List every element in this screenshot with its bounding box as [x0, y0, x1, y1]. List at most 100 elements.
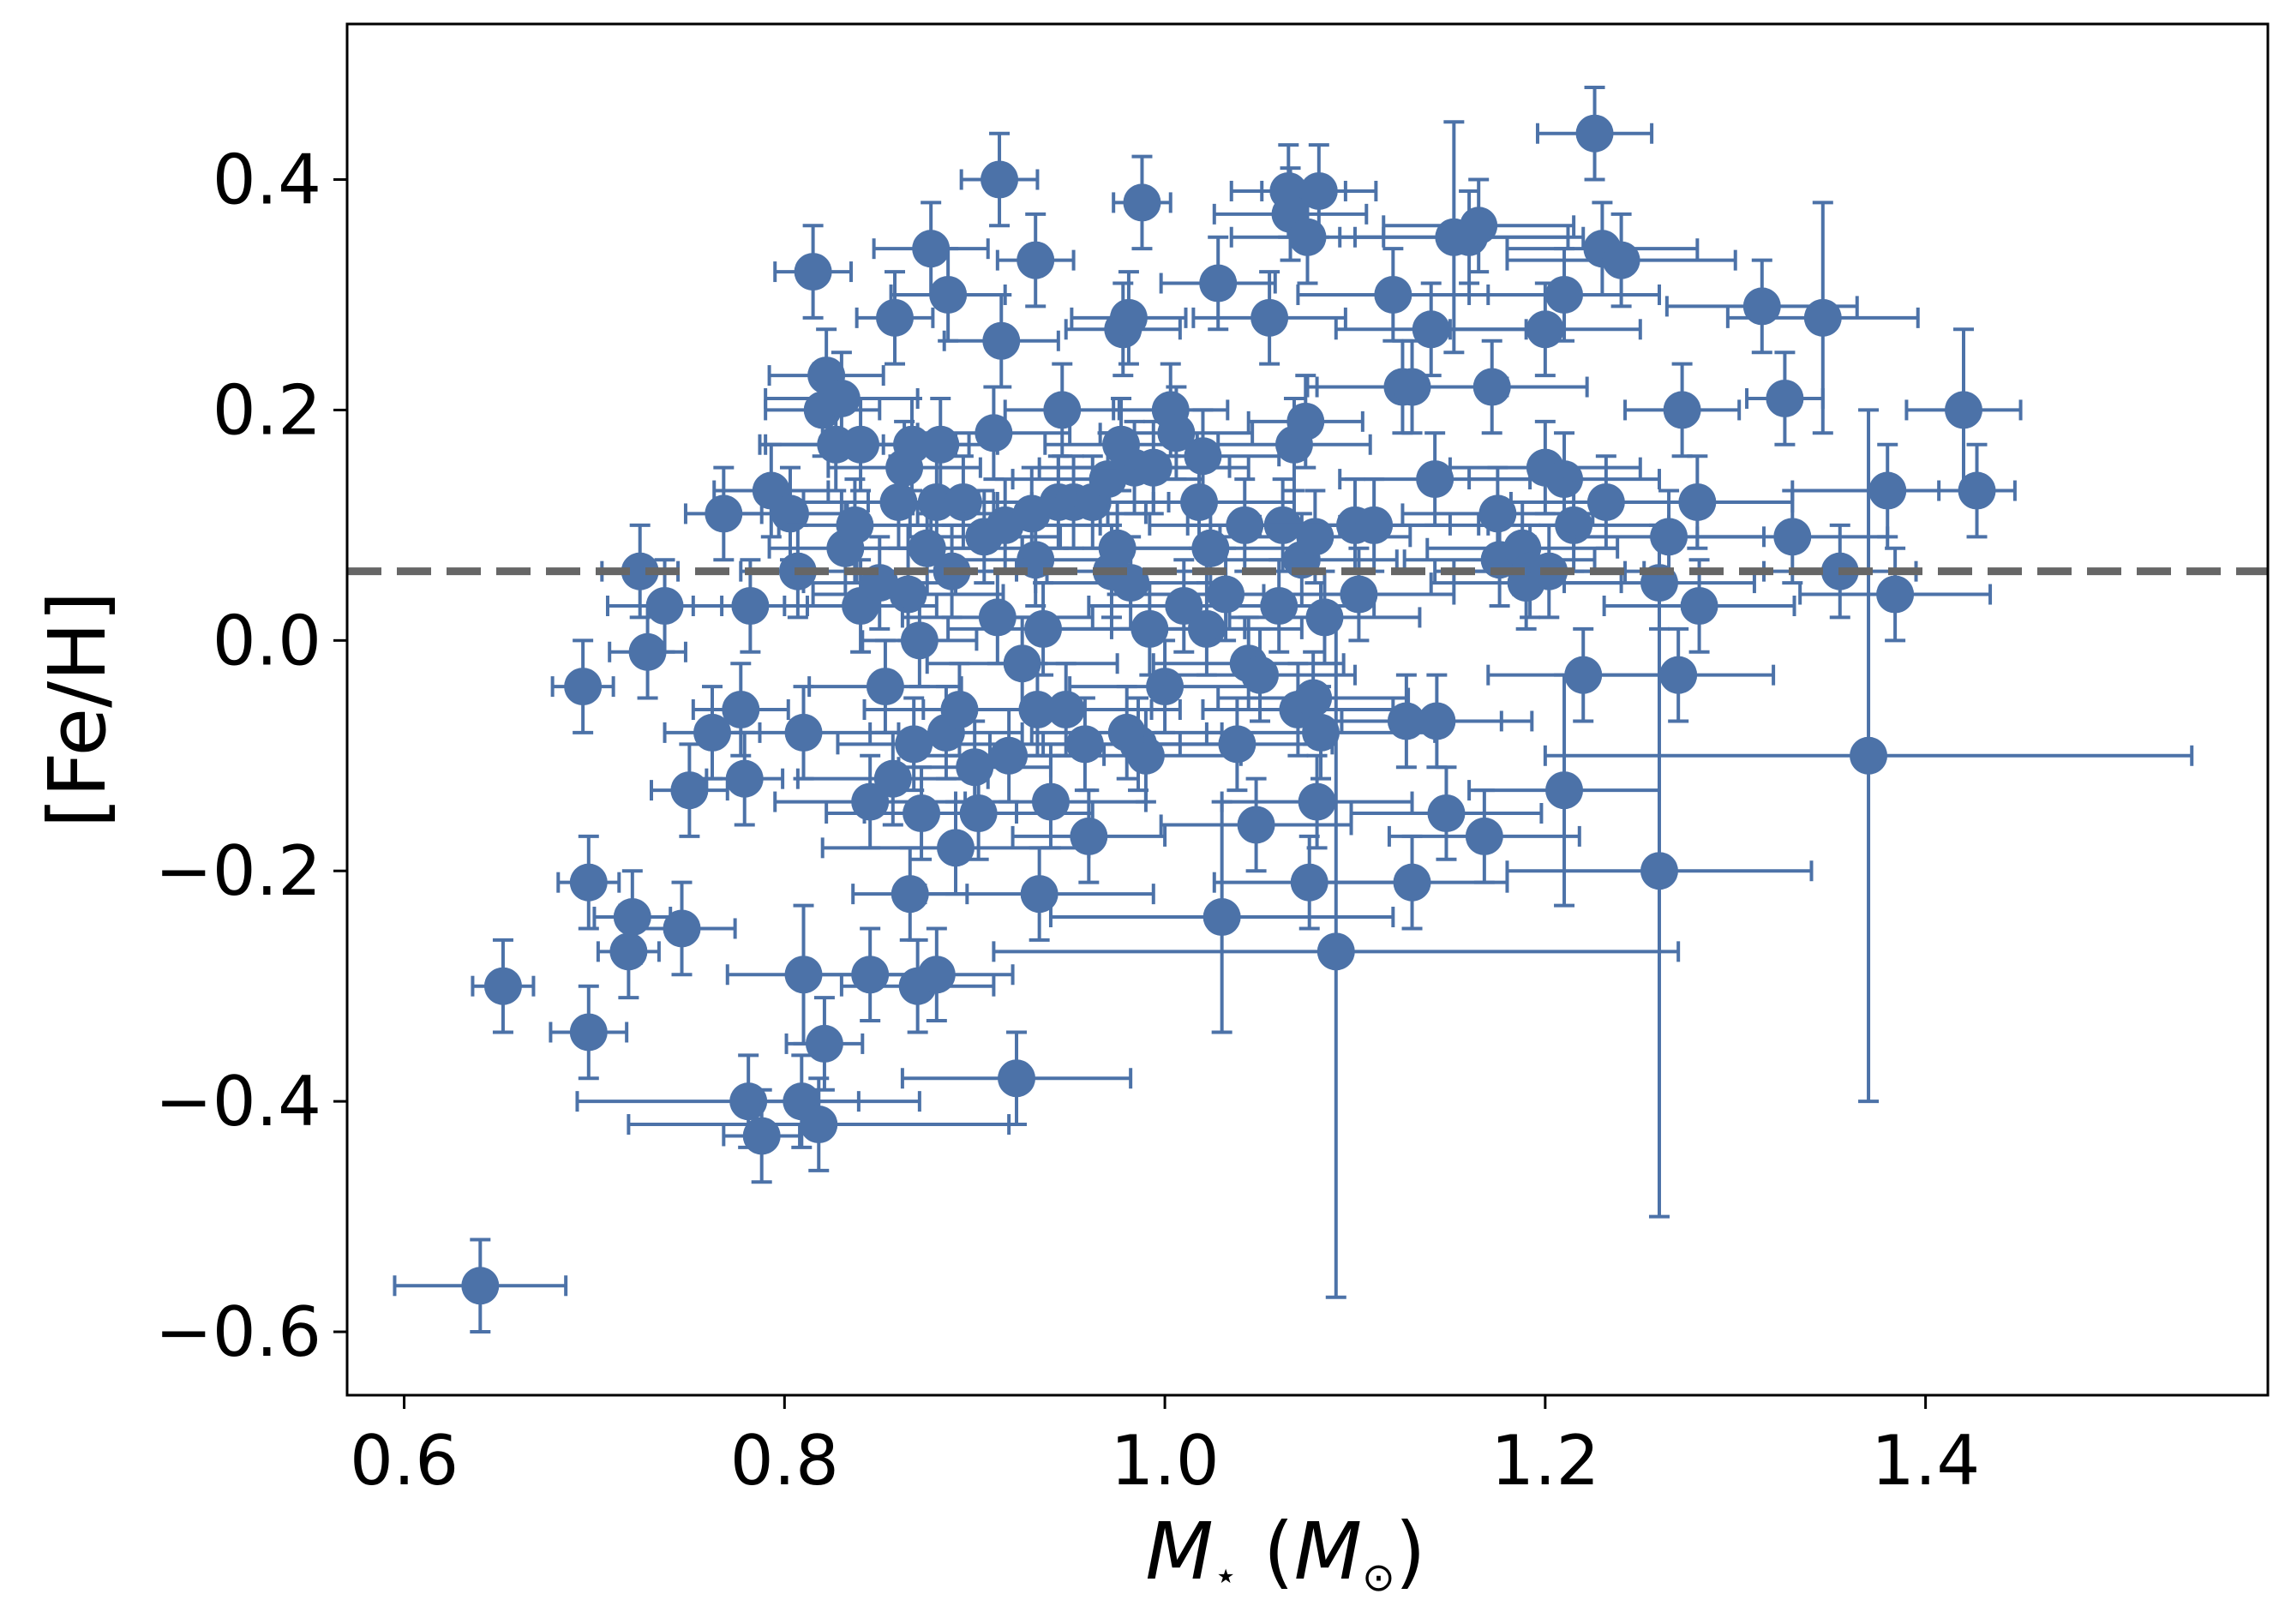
point-marker — [1340, 575, 1378, 614]
data-point — [1581, 626, 1776, 723]
point-marker — [937, 829, 975, 867]
point-marker — [1207, 575, 1245, 614]
point-marker — [1286, 402, 1325, 440]
data-point — [1349, 765, 1544, 861]
point-marker — [1316, 932, 1355, 971]
point-marker — [1418, 702, 1456, 740]
point-marker — [1773, 518, 1812, 556]
data-point — [839, 938, 996, 1034]
point-marker — [663, 909, 701, 948]
point-marker — [1678, 482, 1717, 521]
point-marker — [1299, 171, 1338, 210]
data-point — [1011, 788, 1167, 884]
data-point — [1467, 247, 1661, 343]
point-marker — [1526, 310, 1564, 349]
point-marker — [1355, 506, 1394, 544]
point-marker — [1298, 782, 1336, 821]
point-marker — [722, 691, 760, 728]
data-point — [942, 292, 1060, 389]
data-point — [393, 1237, 568, 1334]
data-point — [1296, 247, 1490, 343]
x-tick-label: 1.2 — [1490, 1421, 1599, 1501]
point-marker — [1237, 806, 1275, 844]
data-point — [859, 926, 1015, 1023]
x-label-unit-sub: ⊙ — [1362, 1554, 1395, 1600]
point-marker — [822, 379, 861, 417]
data-point — [556, 834, 621, 931]
data-point — [471, 938, 536, 1034]
point-marker — [1260, 586, 1298, 625]
data-point — [959, 131, 1040, 228]
data-point — [1543, 408, 2194, 1104]
point-marker — [917, 956, 956, 994]
point-marker — [982, 321, 1021, 360]
data-point — [861, 592, 979, 689]
point-marker — [1146, 668, 1184, 706]
point-marker — [978, 598, 1017, 637]
point-marker — [1416, 460, 1454, 499]
data-point — [881, 396, 999, 493]
data-point — [1262, 546, 1456, 643]
point-marker — [836, 506, 874, 544]
x-label-open: ( — [1238, 1506, 1294, 1597]
point-marker — [1868, 471, 1907, 510]
data-point — [550, 638, 615, 734]
data-point — [1048, 708, 1243, 804]
point-marker — [1305, 598, 1344, 637]
y-tick-label: −0.6 — [155, 1292, 321, 1372]
y-axis-label: [Fe/H] — [32, 591, 123, 828]
data-point — [1191, 270, 1347, 366]
point-marker — [670, 771, 709, 810]
data-point — [722, 1088, 802, 1184]
point-marker — [1472, 368, 1511, 406]
point-marker — [1184, 437, 1222, 476]
point-marker — [569, 1013, 608, 1052]
point-marker — [1602, 241, 1640, 279]
point-marker — [1766, 379, 1804, 417]
point-marker — [1031, 782, 1070, 821]
point-marker — [895, 725, 933, 764]
x-label-symbol: M — [1145, 1506, 1213, 1597]
point-marker — [1157, 414, 1196, 452]
data-point — [1602, 558, 1796, 654]
data-point — [764, 351, 920, 446]
point-marker — [1290, 863, 1328, 902]
point-marker — [1024, 609, 1063, 648]
point-marker — [981, 160, 1019, 199]
point-marker — [1288, 218, 1327, 256]
point-marker — [1575, 114, 1614, 153]
point-marker — [1123, 183, 1161, 222]
data-point — [650, 742, 729, 838]
data-point — [1260, 143, 1378, 239]
point-marker — [1134, 448, 1172, 487]
data-point — [1387, 788, 1581, 884]
point-marker — [1126, 736, 1165, 775]
point-marker — [1070, 817, 1108, 855]
data-point — [900, 1030, 1133, 1127]
point-marker — [1043, 391, 1082, 429]
data-point — [1505, 523, 1814, 1219]
point-marker — [483, 967, 522, 1005]
data-point — [1904, 327, 2023, 493]
point-marker — [1545, 771, 1584, 810]
point-marker — [912, 230, 951, 268]
point-marker — [1876, 575, 1915, 614]
point-marker — [1241, 656, 1280, 694]
point-marker — [1187, 609, 1226, 648]
x-tick-label: 1.4 — [1871, 1421, 1980, 1501]
point-marker — [1218, 725, 1256, 764]
point-marker — [731, 586, 770, 625]
data-point — [1159, 235, 1277, 332]
point-marker — [564, 668, 603, 706]
point-marker — [889, 575, 927, 614]
x-axis-label: M⋆ (M⊙) — [1145, 1506, 1425, 1600]
point-marker — [1020, 875, 1059, 914]
data-point — [1227, 569, 1422, 666]
point-marker — [1465, 817, 1503, 855]
data-point — [1725, 201, 1920, 435]
point-marker — [1460, 207, 1498, 245]
point-marker — [742, 1117, 781, 1155]
x-axis-ticks: 0.6 0.8 1.0 1.2 1.4 — [350, 1395, 1980, 1501]
data-point — [1216, 650, 1411, 746]
